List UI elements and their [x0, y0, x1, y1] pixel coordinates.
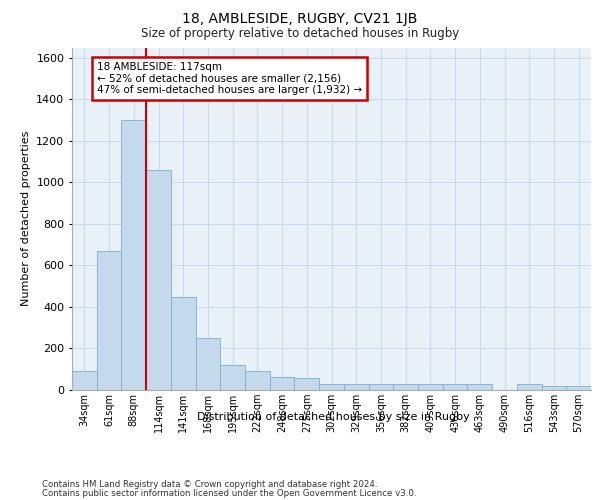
Bar [97, 251, 121, 390]
Bar [196, 338, 220, 390]
Bar [517, 384, 542, 390]
Bar [368, 384, 393, 390]
Bar [146, 170, 171, 390]
Text: Contains public sector information licensed under the Open Government Licence v3: Contains public sector information licen… [42, 489, 416, 498]
Bar [418, 384, 443, 390]
Bar [245, 372, 270, 390]
Bar [542, 386, 566, 390]
Text: 18, AMBLESIDE, RUGBY, CV21 1JB: 18, AMBLESIDE, RUGBY, CV21 1JB [182, 12, 418, 26]
Bar [72, 372, 97, 390]
Bar [344, 384, 368, 390]
Bar [121, 120, 146, 390]
Y-axis label: Number of detached properties: Number of detached properties [20, 131, 31, 306]
Bar [171, 296, 196, 390]
Text: Size of property relative to detached houses in Rugby: Size of property relative to detached ho… [141, 28, 459, 40]
Text: 18 AMBLESIDE: 117sqm
← 52% of detached houses are smaller (2,156)
47% of semi-de: 18 AMBLESIDE: 117sqm ← 52% of detached h… [97, 62, 362, 95]
Text: Contains HM Land Registry data © Crown copyright and database right 2024.: Contains HM Land Registry data © Crown c… [42, 480, 377, 489]
Bar [566, 386, 591, 390]
Bar [220, 365, 245, 390]
Bar [467, 384, 492, 390]
Text: Distribution of detached houses by size in Rugby: Distribution of detached houses by size … [197, 412, 469, 422]
Bar [270, 376, 295, 390]
Bar [295, 378, 319, 390]
Bar [319, 384, 344, 390]
Bar [443, 384, 467, 390]
Bar [393, 384, 418, 390]
